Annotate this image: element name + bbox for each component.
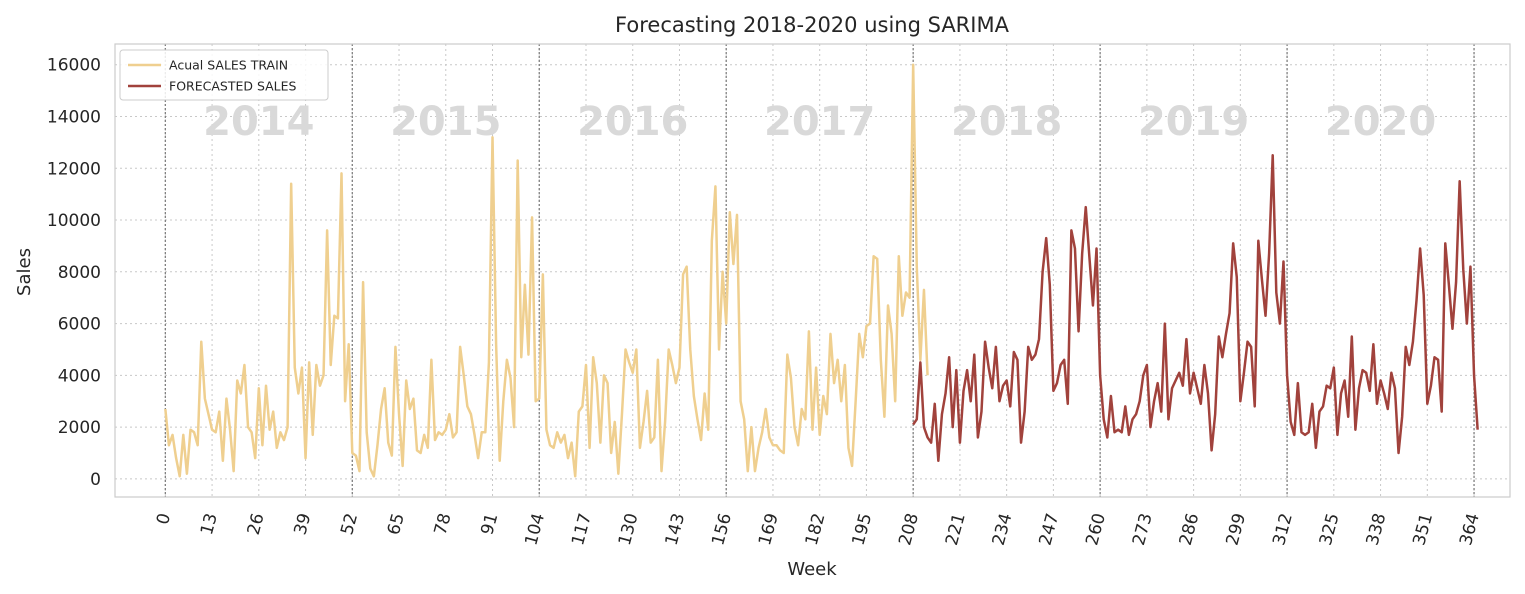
- y-tick-labels: 0 2000 4000 6000 8000 10000 12000 14000 16000: [47, 56, 101, 490]
- legend: Acual SALES TRAIN FORECASTED SALES: [119, 49, 329, 101]
- chart-title: Forecasting 2018-2020 using SARIMA: [615, 13, 1010, 37]
- y-tick-label: 12000: [47, 159, 101, 179]
- y-tick-label: 16000: [47, 56, 101, 76]
- year-label: 2014: [203, 99, 314, 145]
- year-labels: 2014 2015 2016 2017 2018 2019 2020: [203, 99, 1436, 145]
- legend-label-forecast: FORECASTED SALES: [169, 79, 297, 94]
- y-tick-label: 2000: [58, 418, 101, 438]
- x-axis-label: Week: [787, 559, 837, 580]
- series-group: [164, 63, 1479, 478]
- year-label: 2017: [764, 99, 875, 145]
- year-label: 2015: [390, 99, 501, 145]
- series-line-forecast: [912, 154, 1479, 463]
- y-tick-label: 0: [90, 470, 101, 490]
- year-label: 2020: [1325, 99, 1436, 145]
- y-tick-label: 14000: [47, 107, 101, 127]
- legend-label-train: Acual SALES TRAIN: [169, 58, 288, 73]
- y-tick-label: 8000: [58, 263, 101, 283]
- x-tick-label: 0: [153, 511, 175, 527]
- y-tick-label: 6000: [58, 315, 101, 335]
- year-label: 2016: [577, 99, 688, 145]
- y-axis-label: Sales: [14, 248, 35, 296]
- year-label: 2019: [1138, 99, 1249, 145]
- legend-box: [119, 49, 329, 101]
- plot-frame: [114, 43, 1511, 498]
- year-label: 2018: [951, 99, 1062, 145]
- y-tick-label: 10000: [47, 211, 101, 231]
- series-line-train: [164, 63, 929, 478]
- y-tick-label: 4000: [58, 366, 101, 386]
